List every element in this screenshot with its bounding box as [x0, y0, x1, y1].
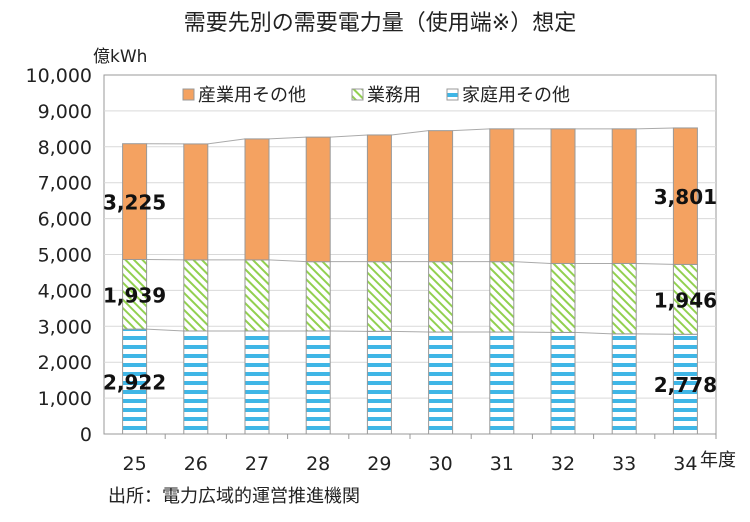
- bar-segment-33-2: [611, 128, 637, 264]
- y-tick-label: 5,000: [38, 245, 92, 267]
- bar-segment-28-0: [305, 330, 331, 435]
- series-connector: [636, 262, 674, 265]
- y-tick-label: 2,000: [38, 352, 92, 374]
- bar-segment-26-2: [183, 143, 209, 261]
- legend: 産業用その他 業務用 家庭用その他: [182, 85, 570, 106]
- bar-segment-27-0: [244, 330, 270, 435]
- series-connector: [268, 259, 307, 263]
- series-connector: [391, 330, 429, 333]
- bar-segment-32-2: [550, 128, 576, 264]
- bar-segment-25-0: [122, 328, 148, 435]
- bar-segment-27-1: [244, 259, 270, 332]
- data-label: 2,922: [103, 371, 166, 395]
- bar-segment-29-0: [366, 330, 392, 435]
- y-tick-label: 4,000: [38, 280, 92, 302]
- y-tick-label: 7,000: [38, 173, 92, 195]
- y-tick-label: 6,000: [38, 209, 92, 231]
- x-tick-label: 25: [123, 453, 147, 475]
- bar-segment-32-0: [550, 331, 576, 435]
- legend-swatch-2: [182, 88, 195, 101]
- x-axis-label: 年度: [700, 450, 736, 471]
- bar-segment-31-0: [489, 331, 515, 435]
- source-note: 出所：電力広域的運営推進機関: [108, 486, 360, 507]
- bar-segment-29-1: [366, 261, 392, 332]
- bar-segment-33-0: [611, 333, 637, 435]
- bar-segment-30-1: [428, 261, 454, 333]
- x-tick-label: 31: [490, 453, 514, 475]
- bar-segment-27-2: [244, 138, 270, 261]
- legend-label: 産業用その他: [198, 85, 306, 106]
- y-axis-label: 億kWh: [93, 47, 147, 67]
- y-tick-label: 3,000: [38, 316, 92, 338]
- bar-segment-28-2: [305, 136, 331, 263]
- legend-label: 家庭用その他: [462, 85, 570, 106]
- bar-segment-33-1: [611, 262, 637, 335]
- bar-segment-25-2: [122, 143, 148, 260]
- legend-swatch-1: [351, 88, 364, 101]
- series-connector: [636, 127, 674, 130]
- y-tick-label: 0: [80, 424, 92, 446]
- x-tick-label: 33: [612, 453, 636, 475]
- series-connector: [330, 134, 368, 138]
- x-tick-label: 27: [245, 453, 269, 475]
- bar-segment-34-1: [672, 263, 698, 335]
- y-tick-label: 9,000: [38, 101, 92, 123]
- y-tick-label: 8,000: [38, 137, 92, 159]
- y-tick-label: 10,000: [26, 65, 92, 87]
- legend-label: 業務用: [367, 85, 421, 106]
- data-label: 1,946: [654, 288, 717, 312]
- bar-segment-30-2: [428, 130, 454, 263]
- bar-segment-29-2: [366, 134, 392, 263]
- series-connector: [146, 328, 184, 332]
- bar-segment-30-0: [428, 331, 454, 435]
- series-connector: [268, 136, 307, 140]
- x-tick-label: 28: [306, 453, 330, 475]
- chart-title: 需要先別の需要電力量（使用端※）想定: [184, 11, 576, 36]
- series-connector: [452, 128, 490, 132]
- legend-swatch-0: [446, 88, 459, 101]
- data-label: 1,939: [103, 283, 166, 307]
- bar-segment-31-2: [489, 128, 515, 263]
- x-tick-label: 30: [429, 453, 453, 475]
- data-label: 3,225: [103, 191, 166, 215]
- bar-segment-26-1: [183, 259, 209, 332]
- bar-segment-25-1: [122, 258, 148, 330]
- data-label: 2,778: [654, 373, 717, 397]
- y-tick-label: 1,000: [38, 388, 92, 410]
- series-connector: [574, 331, 613, 335]
- series-connector: [513, 261, 552, 264]
- bar-segment-32-1: [550, 262, 576, 333]
- bar-segment-28-1: [305, 261, 331, 332]
- x-tick-label: 26: [184, 453, 208, 475]
- x-tick-label: 29: [367, 453, 391, 475]
- data-label: 3,801: [654, 185, 717, 209]
- x-tick-label: 34: [673, 453, 697, 475]
- bar-segment-34-2: [672, 127, 698, 265]
- x-tick-label: 32: [551, 453, 575, 475]
- bar-segment-26-0: [183, 330, 209, 435]
- bar-segment-31-1: [489, 261, 515, 333]
- series-connector: [391, 130, 429, 136]
- series-connector: [207, 138, 246, 145]
